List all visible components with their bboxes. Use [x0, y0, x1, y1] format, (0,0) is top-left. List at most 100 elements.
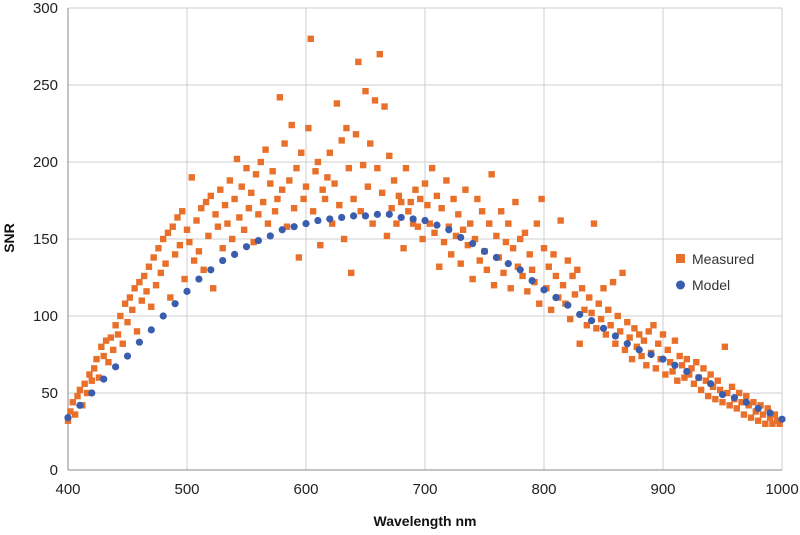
point-model-38	[516, 266, 524, 274]
point-model-58	[754, 404, 762, 412]
point-measured-55	[195, 248, 203, 255]
point-measured-20	[112, 322, 119, 329]
point-measured-14	[98, 343, 105, 350]
point-measured-89	[276, 94, 284, 101]
point-measured-243	[643, 362, 650, 369]
point-measured-296	[769, 420, 776, 427]
point-measured-150	[421, 180, 429, 187]
point-measured-74	[240, 226, 248, 233]
point-measured-146	[412, 186, 419, 193]
point-measured-53	[190, 257, 198, 264]
point-measured-292	[759, 411, 767, 418]
point-measured-169	[467, 220, 474, 227]
point-measured-192	[521, 229, 529, 237]
point-measured-266	[697, 386, 705, 394]
point-measured-189	[514, 263, 522, 270]
point-measured-205	[552, 272, 560, 280]
legend: Measured Model	[676, 251, 754, 293]
point-measured-120	[350, 195, 357, 203]
point-model-25	[361, 212, 370, 220]
point-measured-54	[193, 217, 200, 224]
point-measured-68	[226, 177, 234, 184]
point-measured-87	[271, 208, 279, 215]
point-model-23	[338, 213, 346, 222]
point-measured-263	[690, 380, 698, 387]
point-model-14	[231, 250, 239, 258]
point-measured-37	[152, 282, 160, 289]
point-measured-128	[369, 220, 376, 227]
point-measured-156	[436, 263, 443, 270]
point-measured-95	[290, 205, 298, 212]
point-measured-85	[267, 180, 274, 187]
point-measured-190	[517, 235, 524, 243]
point-measured-226	[602, 331, 610, 338]
point-measured-246	[650, 322, 657, 329]
point-model-17	[266, 232, 274, 240]
point-measured-51	[186, 238, 193, 246]
point-measured-180	[493, 232, 500, 240]
point-measured-94	[288, 121, 295, 129]
point-measured-11	[90, 365, 98, 372]
point-model-13	[219, 256, 227, 265]
point-measured-250	[659, 331, 667, 338]
point-measured-282	[735, 389, 743, 397]
point-measured-22	[117, 312, 124, 320]
point-measured-111	[328, 220, 336, 227]
x-axis-title: Wavelength nm	[374, 513, 477, 529]
point-measured-216	[578, 285, 586, 292]
point-measured-66	[221, 201, 229, 209]
point-measured-67	[224, 220, 231, 227]
point-measured-241	[638, 352, 645, 360]
point-measured-221	[590, 220, 598, 227]
point-measured-191	[519, 272, 526, 280]
point-model-28	[397, 213, 405, 222]
point-measured-165	[457, 260, 464, 267]
point-measured-284	[740, 411, 748, 418]
point-measured-168	[464, 241, 472, 249]
point-measured-234	[621, 346, 629, 354]
point-measured-2	[69, 399, 76, 406]
point-measured-33	[143, 288, 150, 295]
point-measured-185	[505, 220, 512, 227]
point-model-54	[707, 380, 715, 388]
point-measured-242	[640, 337, 648, 344]
point-model-39	[528, 276, 536, 285]
point-model-42	[564, 301, 572, 309]
point-measured-227	[605, 306, 612, 314]
point-measured-154	[431, 229, 438, 237]
point-measured-43	[167, 294, 174, 301]
point-measured-132	[378, 189, 386, 196]
point-measured-295	[766, 414, 774, 421]
point-model-43	[576, 310, 584, 319]
point-model-24	[350, 212, 358, 220]
y-tick-label-200: 200	[33, 154, 58, 171]
point-measured-45	[171, 251, 179, 258]
point-measured-86	[269, 168, 276, 175]
point-measured-200	[540, 245, 548, 252]
point-model-1	[76, 401, 84, 409]
point-model-9	[171, 300, 179, 308]
point-model-57	[742, 398, 750, 406]
point-measured-289	[752, 408, 760, 415]
point-measured-248	[655, 340, 662, 347]
point-measured-129	[371, 97, 379, 104]
point-measured-198	[536, 300, 543, 307]
point-measured-143	[405, 208, 412, 215]
point-measured-82	[259, 198, 267, 206]
point-measured-178	[488, 171, 495, 178]
point-measured-203	[547, 306, 555, 314]
point-measured-285	[743, 392, 750, 400]
point-measured-141	[400, 245, 407, 252]
point-measured-194	[526, 251, 533, 258]
point-measured-239	[633, 343, 641, 350]
point-measured-70	[231, 195, 238, 203]
point-measured-130	[374, 164, 381, 172]
point-model-36	[492, 253, 500, 262]
point-measured-96	[293, 164, 300, 172]
point-measured-213	[571, 291, 579, 298]
point-measured-283	[738, 399, 745, 406]
point-measured-186	[507, 285, 514, 292]
y-tick-label-0: 0	[50, 462, 58, 479]
y-tick-label-50: 50	[41, 385, 58, 402]
